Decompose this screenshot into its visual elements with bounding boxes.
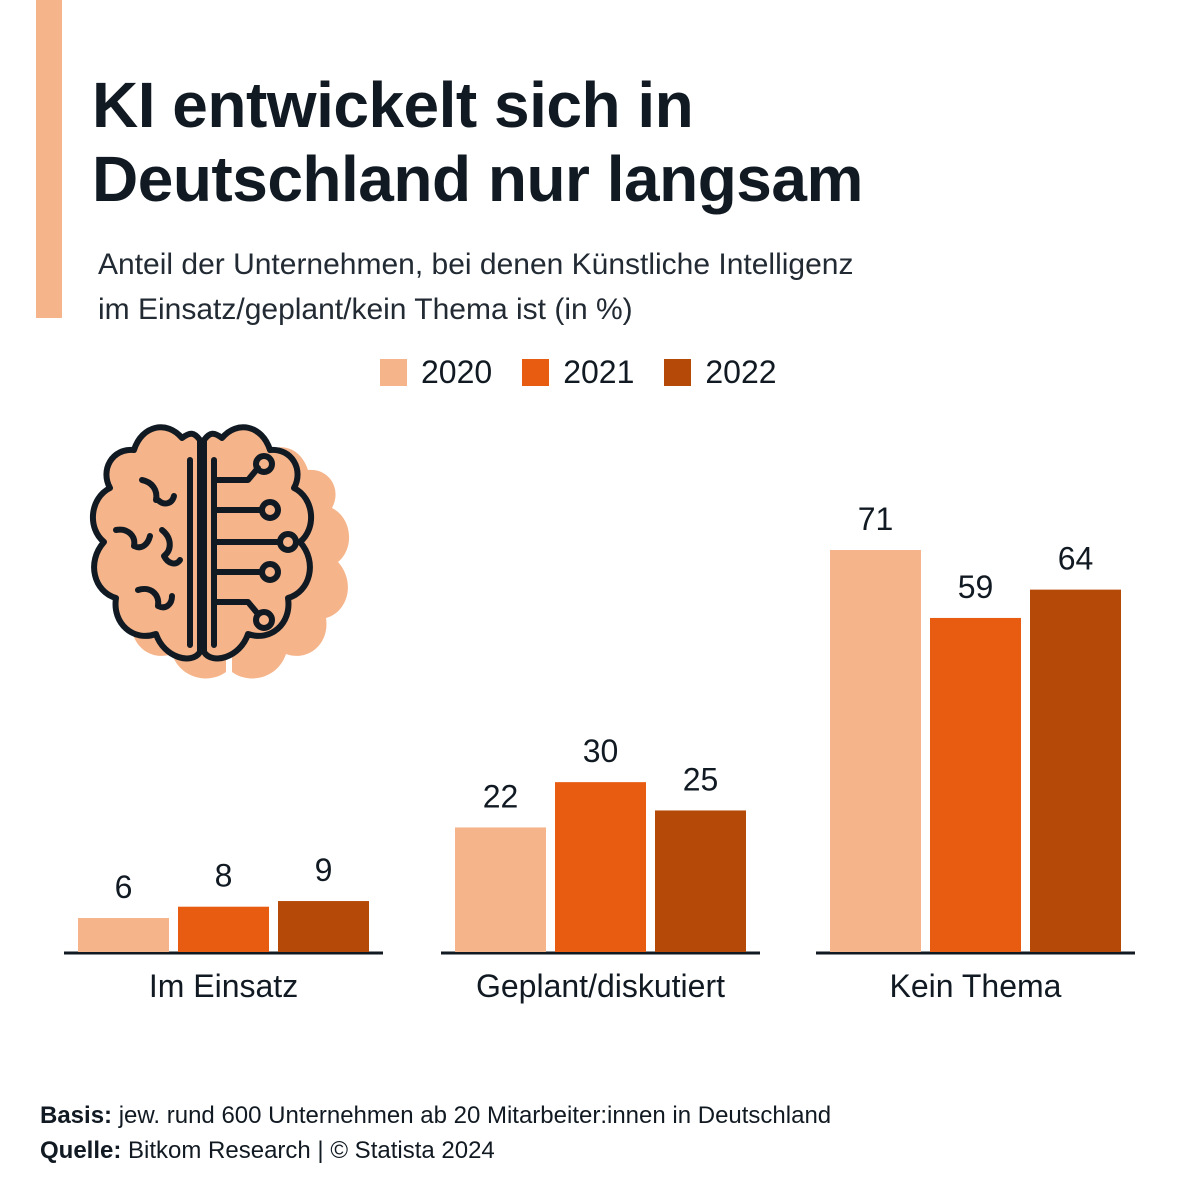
bar-2020 — [830, 550, 921, 952]
category-label: Kein Thema — [890, 968, 1062, 1004]
accent-bar — [36, 0, 62, 318]
bar-chart: Im Einsatz 6 8 9 Geplant/diskutiert 22 30 25 Kei… — [64, 501, 1135, 1004]
category-label: Im Einsatz — [149, 968, 298, 1004]
bar-2022 — [655, 810, 746, 952]
footer-source: Quelle: Bitkom Research | © Statista 202… — [40, 1133, 1160, 1168]
data-label: 9 — [315, 852, 333, 888]
footer: Basis: jew. rund 600 Unternehmen ab 20 M… — [40, 1098, 1160, 1168]
data-label: 8 — [215, 858, 233, 894]
bar-2022 — [278, 901, 369, 952]
chart-subtitle: Anteil der Unternehmen, bei denen Künstl… — [98, 242, 1158, 332]
legend-label-2022: 2022 — [705, 354, 777, 390]
legend-label-2021: 2021 — [563, 354, 635, 390]
data-label: 30 — [583, 733, 619, 769]
subtitle-line-2: im Einsatz/geplant/kein Thema ist (in %) — [98, 293, 633, 326]
bar-2021 — [930, 617, 1021, 952]
legend: 2020 2021 2022 — [380, 354, 777, 391]
bar-2022 — [1030, 589, 1121, 952]
legend-item-2022: 2022 — [664, 354, 777, 391]
legend-swatch-2021 — [522, 359, 550, 386]
bar-2021 — [555, 782, 646, 952]
data-label: 71 — [858, 501, 894, 537]
chart-title: KI entwickelt sich in Deutschland nur la… — [92, 68, 1152, 216]
subtitle-line-1: Anteil der Unternehmen, bei denen Künstl… — [98, 248, 854, 281]
legend-swatch-2020 — [380, 359, 407, 386]
title-line-2: Deutschland nur langsam — [92, 143, 863, 215]
bar-2020 — [455, 827, 546, 952]
basis-text: jew. rund 600 Unternehmen ab 20 Mitarbei… — [112, 1102, 832, 1129]
data-label: 59 — [958, 569, 994, 605]
data-label: 25 — [683, 761, 719, 797]
legend-swatch-2022 — [664, 359, 692, 386]
source-label: Quelle: — [40, 1137, 122, 1164]
category-label: Geplant/diskutiert — [476, 968, 725, 1004]
basis-label: Basis: — [40, 1102, 113, 1129]
bar-2021 — [178, 906, 269, 952]
data-label: 6 — [115, 869, 133, 905]
footer-basis: Basis: jew. rund 600 Unternehmen ab 20 M… — [40, 1098, 1160, 1133]
bar-2020 — [78, 918, 169, 952]
title-line-1: KI entwickelt sich in — [92, 69, 694, 141]
source-text: Bitkom Research | © Statista 2024 — [121, 1137, 495, 1164]
data-label: 64 — [1058, 541, 1094, 577]
brain-circuit-icon — [89, 424, 350, 679]
legend-item-2020: 2020 — [380, 354, 492, 391]
legend-label-2020: 2020 — [421, 354, 493, 390]
legend-item-2021: 2021 — [522, 354, 634, 391]
data-label: 22 — [483, 778, 519, 814]
